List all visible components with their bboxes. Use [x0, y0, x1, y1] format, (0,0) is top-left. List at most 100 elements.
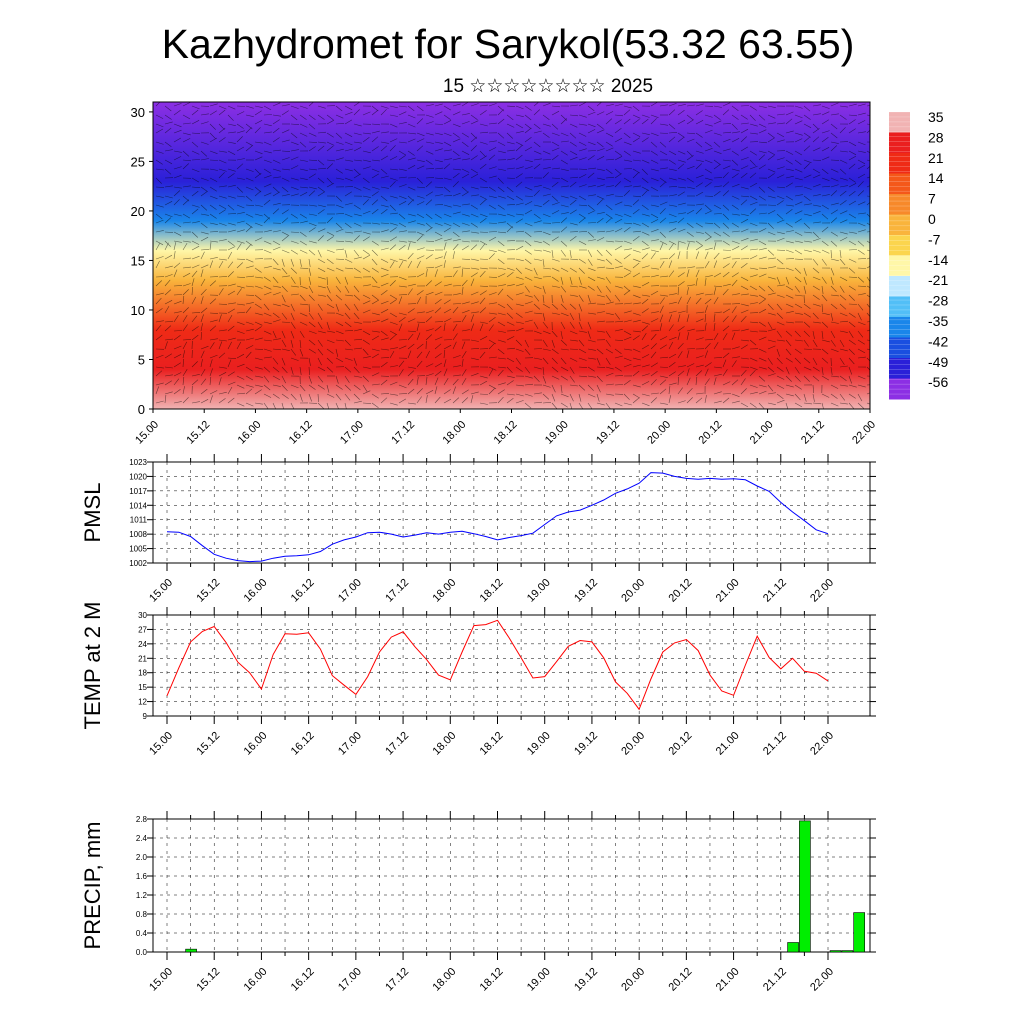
colorbar-swatch — [889, 112, 910, 133]
colorbar-label: 14 — [928, 170, 944, 186]
colorbar-label: 28 — [928, 129, 944, 145]
precip-ytick-label: 0.4 — [136, 929, 148, 938]
pmsl-xtick-label: 17.12 — [383, 577, 411, 605]
temp-xtick-label: 19.12 — [572, 730, 600, 758]
heatmap-xtick-label: 19.12 — [594, 419, 622, 447]
heatmap-xtick-label: 20.00 — [645, 419, 673, 447]
heatmap-ytick-label: 5 — [138, 352, 145, 367]
heatmap-xtick-label: 17.12 — [389, 419, 417, 447]
precip-ytick-label: 0.8 — [136, 910, 148, 919]
page-subtitle: 15 ☆☆☆☆☆☆☆☆ 2025 — [443, 76, 653, 97]
precip-bar — [830, 951, 841, 952]
heatmap-xtick-label: 20.12 — [697, 419, 725, 447]
pmsl-xtick-label: 19.00 — [525, 577, 553, 605]
temp-ytick-label: 21 — [138, 654, 147, 663]
pmsl-ytick-label: 1002 — [129, 559, 147, 568]
pmsl-xtick-label: 22.00 — [808, 577, 836, 605]
colorbar-swatch — [889, 338, 910, 359]
temp-xtick-label: 20.00 — [619, 730, 647, 758]
colorbar-label: -56 — [928, 374, 948, 390]
temp-ytick-label: 12 — [138, 698, 147, 707]
temp-xtick-label: 18.00 — [430, 730, 458, 758]
colorbar-label: 35 — [928, 109, 944, 125]
colorbar-label: 7 — [928, 191, 936, 207]
precip-xtick-label: 17.00 — [336, 966, 364, 994]
temp-ytick-label: 9 — [143, 712, 148, 721]
pmsl-ytick-label: 1023 — [129, 458, 147, 467]
precip-xtick-label: 18.12 — [478, 966, 506, 994]
pmsl-xtick-label: 20.12 — [667, 577, 695, 605]
pmsl-ytick-label: 1014 — [129, 501, 147, 510]
precip-xtick-label: 15.00 — [147, 966, 175, 994]
precip-xtick-label: 20.00 — [619, 966, 647, 994]
pmsl-ytick-label: 1020 — [129, 472, 147, 481]
pmsl-ytick-label: 1008 — [129, 530, 147, 539]
precip-xtick-label: 18.00 — [430, 966, 458, 994]
precip-xtick-label: 21.12 — [761, 966, 789, 994]
colorbar-label: -7 — [928, 231, 941, 247]
pmsl-xtick-label: 20.00 — [619, 577, 647, 605]
heatmap-xtick-label: 17.00 — [338, 419, 366, 447]
pmsl-xtick-label: 16.00 — [242, 577, 270, 605]
colorbar-label: -42 — [928, 333, 948, 349]
temp-ytick-label: 27 — [138, 625, 147, 634]
colorbar-label: -28 — [928, 293, 948, 309]
temp-xtick-label: 17.00 — [336, 730, 364, 758]
precip-xtick-label: 21.00 — [714, 966, 742, 994]
temp-xtick-label: 21.12 — [761, 730, 789, 758]
precip-xtick-label: 16.00 — [242, 966, 270, 994]
heatmap-ytick-label: 0 — [138, 402, 145, 417]
pmsl-xtick-label: 19.12 — [572, 577, 600, 605]
colorbar-label: -49 — [928, 354, 948, 370]
heatmap-xtick-label: 15.00 — [133, 419, 161, 447]
precip-frame — [153, 819, 870, 952]
heatmap-xtick-label: 19.00 — [543, 419, 571, 447]
colorbar-label: 21 — [928, 150, 944, 166]
temp-xtick-label: 22.00 — [808, 730, 836, 758]
precip-xtick-label: 19.12 — [572, 966, 600, 994]
pmsl-xtick-label: 15.12 — [194, 577, 222, 605]
pmsl-frame — [153, 462, 870, 563]
temp-xtick-label: 16.00 — [242, 730, 270, 758]
pmsl-xtick-label: 18.00 — [430, 577, 458, 605]
pmsl-ytick-label: 1005 — [129, 545, 147, 554]
heatmap-xtick-label: 22.00 — [850, 419, 878, 447]
pmsl-ytick-label: 1017 — [129, 487, 147, 496]
pmsl-xtick-label: 21.12 — [761, 577, 789, 605]
precip-ytick-label: 1.2 — [136, 891, 148, 900]
precip-ytick-label: 2.0 — [136, 853, 148, 862]
colorbar-swatch — [889, 153, 910, 174]
colorbar-label: -35 — [928, 313, 948, 329]
precip-bar — [799, 821, 810, 952]
temp-xtick-label: 21.00 — [714, 730, 742, 758]
precip-ylabel: PRECIP, mm — [80, 822, 105, 950]
pmsl-xtick-label: 18.12 — [478, 577, 506, 605]
pmsl-xtick-label: 21.00 — [714, 577, 742, 605]
heatmap-xtick-label: 15.12 — [184, 419, 212, 447]
temp-ytick-label: 18 — [138, 669, 147, 678]
temp-ytick-label: 24 — [138, 640, 147, 649]
pmsl-chart: 10021005100810111014101710201023PMSL15.0… — [80, 454, 876, 605]
colorbar-swatch — [889, 276, 910, 297]
precip-xtick-label: 20.12 — [667, 966, 695, 994]
temp-frame — [153, 615, 870, 716]
precip-xtick-label: 16.12 — [289, 966, 317, 994]
pmsl-xtick-label: 16.12 — [289, 577, 317, 605]
heatmap-ytick-label: 25 — [131, 154, 145, 169]
heatmap-ytick-label: 30 — [131, 105, 145, 120]
temp-xtick-label: 16.12 — [289, 730, 317, 758]
precip-xtick-label: 15.12 — [194, 966, 222, 994]
temp-ylabel: TEMP at 2 M — [80, 602, 105, 730]
heatmap-xtick-label: 21.12 — [799, 419, 827, 447]
precip-xtick-label: 19.00 — [525, 966, 553, 994]
precip-bar — [842, 951, 853, 952]
heatmap-ytick-label: 15 — [131, 253, 145, 268]
pmsl-xtick-label: 15.00 — [147, 577, 175, 605]
colorbar-label: -21 — [928, 272, 948, 288]
heatmap-xtick-label: 18.00 — [440, 419, 468, 447]
colorbar-swatch — [889, 256, 910, 277]
